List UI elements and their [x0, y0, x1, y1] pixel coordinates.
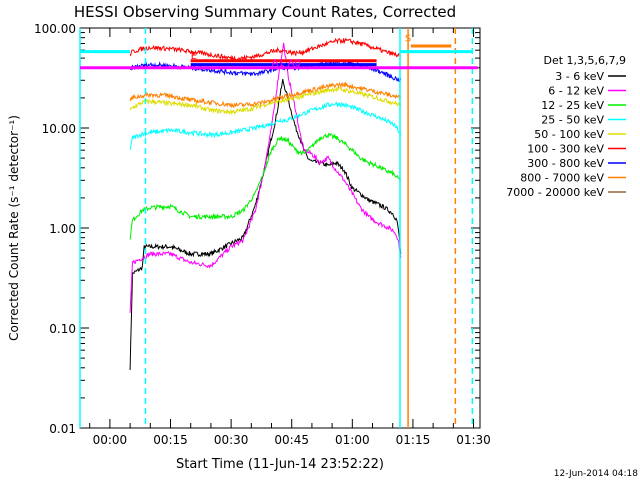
y-tick-label: 1.00: [49, 222, 76, 236]
series-line-25-50keV: [129, 101, 402, 150]
x-tick-label: 00:45: [274, 433, 309, 447]
legend-title: Det 1,3,5,6,7,9: [543, 54, 626, 67]
legend-label: 3 - 6 keV: [555, 70, 604, 83]
timestamp-label: 12-Jun-2014 04:18: [554, 469, 638, 479]
y-tick-label: 0.01: [49, 422, 76, 436]
x-tick-label: 00:30: [214, 433, 249, 447]
series-line-3-6keV: [129, 79, 402, 371]
y-tick-label: 10.00: [42, 122, 76, 136]
legend-label: 800 - 7000 keV: [520, 172, 604, 185]
x-tick-label: 01:00: [335, 433, 370, 447]
legend-label: 25 - 50 keV: [541, 114, 604, 127]
plot-area: 100.00 10.00 1.00 0.10 0.01 00:00 00:15 00:30 00…: [34, 22, 491, 447]
annotation-label: E: [191, 51, 197, 62]
legend-label: 50 - 100 keV: [534, 128, 604, 141]
series-line-6-12keV: [129, 42, 402, 313]
chart-title: HESSI Observing Summary Count Rates, Cor…: [74, 3, 456, 21]
legend-label: 12 - 25 keV: [541, 99, 604, 112]
y-tick-label: 0.10: [49, 322, 76, 336]
annotation-label: A1: [272, 58, 285, 69]
series-line-100-300keV: [129, 37, 402, 62]
legend-label: 100 - 300 keV: [527, 143, 604, 156]
x-tick-label: 00:15: [153, 433, 188, 447]
plot-frame: [79, 27, 481, 429]
x-axis-label: Start Time (11-Jun-14 23:52:22): [176, 457, 384, 472]
legend-label: 6 - 12 keV: [548, 85, 604, 98]
annotation-label: A0: [288, 58, 301, 69]
y-axis-label: Corrected Count Rate (s⁻¹ detector⁻¹): [7, 115, 21, 341]
series-line-12-25keV: [129, 132, 402, 240]
x-tick-label: 00:00: [93, 433, 128, 447]
legend-label: 300 - 800 keV: [527, 157, 604, 170]
legend-label: 7000 - 20000 keV: [506, 186, 604, 199]
series-line-50-100keV: [129, 86, 402, 116]
annotation-label: S: [405, 33, 411, 44]
series-line-800-7000keV: [129, 81, 402, 109]
x-tick-label: 01:30: [456, 433, 491, 447]
y-tick-label: 100.00: [34, 22, 76, 36]
x-tick-label: 01:15: [396, 433, 431, 447]
